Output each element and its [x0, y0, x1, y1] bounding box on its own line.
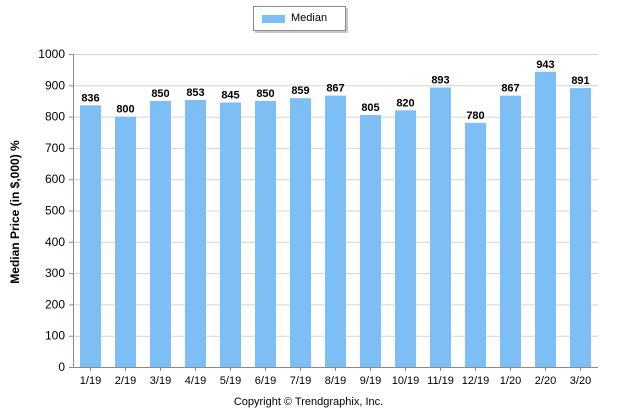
bar-6-19 [255, 100, 276, 367]
bar-1-19 [80, 105, 101, 367]
y-axis-label: Median Price (in $,000) % [8, 140, 22, 284]
y-tick-label: 600 [45, 172, 65, 186]
x-tick-label: 1/20 [500, 375, 521, 387]
y-tick-label: 200 [45, 297, 65, 311]
y-tick-label: 800 [45, 110, 65, 124]
data-label: 836 [81, 92, 99, 104]
x-tick-label: 12/19 [462, 375, 490, 387]
data-label: 850 [151, 88, 169, 100]
data-label: 845 [221, 90, 239, 102]
bar-3-20 [570, 88, 591, 367]
bar-12-19 [465, 122, 486, 367]
y-tick-label: 1000 [38, 47, 65, 61]
x-tick-label: 8/19 [325, 375, 346, 387]
bar-4-19 [185, 100, 206, 368]
x-tick-label: 2/20 [535, 375, 556, 387]
y-tick-label: 0 [58, 360, 65, 374]
data-label: 820 [396, 97, 414, 109]
x-tick-label: 10/19 [392, 375, 420, 387]
y-tick-label: 400 [45, 235, 65, 249]
legend: Median [253, 6, 346, 31]
x-tick-label: 9/19 [360, 375, 381, 387]
data-label: 891 [571, 75, 589, 87]
x-tick-label: 2/19 [115, 375, 136, 387]
x-tick-label: 3/19 [150, 375, 171, 387]
x-tick-label: 4/19 [185, 375, 206, 387]
bar-1-20 [500, 95, 521, 367]
x-tick-label: 6/19 [255, 375, 276, 387]
x-tick-label: 7/19 [290, 375, 311, 387]
data-label: 853 [186, 87, 204, 99]
bar-3-19 [150, 100, 171, 367]
x-tick-label: 5/19 [220, 375, 241, 387]
data-label: 867 [501, 83, 519, 95]
x-tick-label: 11/19 [427, 375, 454, 387]
y-tick-label: 700 [45, 141, 65, 155]
y-tick-label: 300 [45, 266, 65, 280]
data-label: 805 [361, 102, 379, 114]
legend-swatch-median [262, 15, 285, 23]
copyright-text: Copyright © Trendgraphix, Inc. [233, 396, 384, 408]
data-label: 859 [291, 85, 309, 97]
bar-7-19 [290, 98, 311, 368]
bar-11-19 [430, 87, 451, 367]
bar-8-19 [325, 95, 346, 367]
x-tick-label: 1/19 [80, 375, 101, 387]
y-tick-label: 900 [45, 78, 65, 92]
bar-9-19 [360, 115, 381, 367]
y-tick-label: 100 [45, 329, 65, 343]
y-tick-label: 500 [45, 204, 65, 218]
data-label: 943 [536, 59, 554, 71]
x-tick-label: 3/20 [570, 375, 591, 387]
bar-5-19 [220, 102, 241, 367]
data-label: 780 [466, 110, 484, 122]
bar-2-19 [115, 116, 136, 367]
data-label: 850 [256, 88, 274, 100]
bar-2-20 [535, 71, 556, 367]
data-label: 800 [116, 104, 134, 116]
data-label: 893 [431, 74, 449, 86]
data-label: 867 [326, 83, 344, 95]
bar-10-19 [395, 110, 416, 367]
legend-label-median: Median [291, 12, 328, 24]
